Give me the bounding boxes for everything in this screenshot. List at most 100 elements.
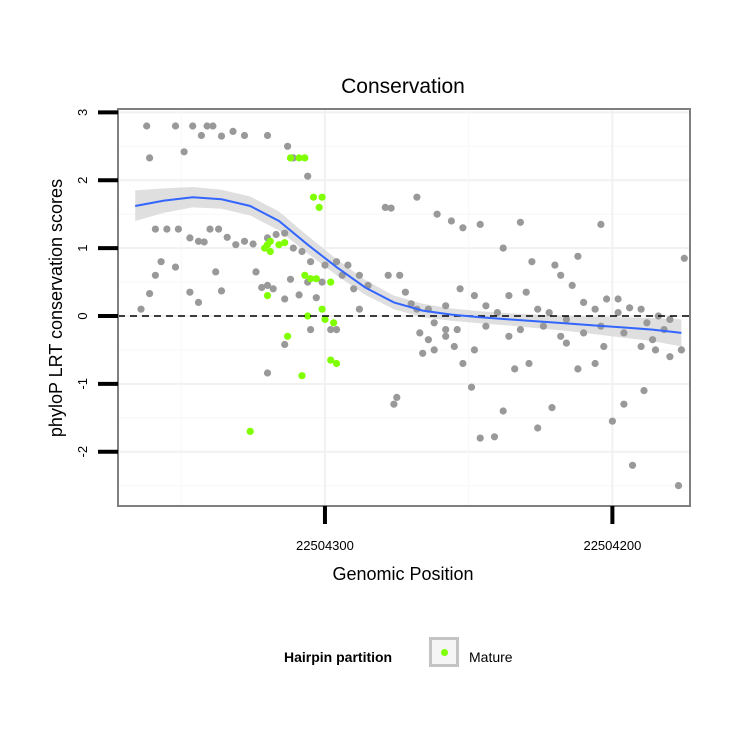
y-tick-label: 1 [75, 245, 90, 252]
data-point-other [649, 336, 657, 344]
x-axis-title: Genomic Position [332, 564, 473, 584]
data-point-other [284, 142, 292, 150]
data-point-other [419, 349, 427, 357]
data-point-other [194, 298, 203, 306]
data-point-other [203, 122, 211, 130]
data-point-mature [295, 154, 303, 162]
data-point-other [476, 434, 484, 442]
data-point-other [393, 393, 401, 401]
data-point-other [430, 346, 438, 354]
data-point-other [217, 132, 226, 140]
data-point-other [289, 244, 297, 252]
data-point-mature [327, 278, 335, 286]
data-point-mature [309, 193, 318, 201]
data-point-other [355, 271, 363, 279]
data-point-other [327, 326, 335, 334]
data-point-other [534, 424, 542, 432]
data-point-other [442, 332, 450, 340]
data-point-other [450, 342, 458, 351]
data-point-other [186, 234, 194, 242]
confidence-band [135, 187, 682, 347]
data-point-other [651, 346, 660, 354]
data-point-other [215, 225, 223, 233]
data-point-other [240, 237, 249, 245]
data-point-mature [263, 292, 272, 300]
data-point-other [180, 148, 188, 156]
data-point-other [539, 322, 548, 330]
data-point-other [482, 302, 490, 310]
x-tick-label: 22504200 [583, 538, 641, 553]
data-point-other [396, 271, 404, 279]
y-tick-label: -2 [75, 446, 90, 458]
data-point-other [551, 261, 559, 269]
data-point-other [666, 315, 674, 323]
y-axis-title: phyloP LRT conservation scores [46, 179, 66, 437]
data-point-other [499, 244, 507, 252]
data-point-mature [298, 372, 306, 380]
y-tick-label: 0 [75, 312, 90, 319]
data-point-other [493, 309, 501, 317]
data-point-other [401, 288, 409, 296]
data-point-other [298, 247, 306, 256]
data-point-other [157, 258, 165, 266]
data-point-other [562, 315, 571, 323]
data-point-mature [318, 305, 326, 313]
data-point-other [522, 288, 530, 296]
data-point-other [286, 275, 295, 283]
x-tick-label: 22504300 [296, 538, 354, 553]
data-point-other [674, 482, 683, 490]
data-point-other [666, 353, 674, 361]
data-point-other [212, 268, 220, 276]
data-point-other [387, 204, 395, 212]
data-point-other [505, 292, 513, 300]
data-point-mature [246, 427, 254, 435]
data-point-other [470, 346, 478, 354]
data-point-other [171, 263, 180, 271]
data-point-other [534, 305, 542, 313]
data-point-other [146, 290, 154, 298]
data-point-other [295, 291, 303, 299]
data-point-other [318, 278, 326, 286]
data-point-other [232, 241, 240, 249]
data-point-mature [330, 319, 338, 327]
data-point-mature [275, 241, 283, 249]
data-point-other [332, 258, 341, 266]
data-point-other [640, 387, 648, 395]
data-point-other [384, 271, 392, 279]
data-point-other [381, 203, 389, 211]
data-point-other [499, 407, 507, 415]
data-point-other [321, 261, 329, 269]
data-point-other [194, 237, 203, 245]
chart-title: Conservation [341, 75, 465, 98]
data-point-mature [284, 332, 292, 340]
data-point-other [355, 305, 363, 313]
data-point-other [603, 295, 611, 303]
data-point-other [490, 433, 499, 441]
data-point-other [626, 304, 634, 312]
data-point-other [456, 285, 464, 293]
data-point-other [137, 305, 145, 313]
data-point-other [281, 340, 289, 349]
data-point-other [312, 294, 320, 302]
data-point-other [269, 285, 277, 293]
plot-area: 3 2 1 0 -1 -2 22504300 22504200 [75, 108, 691, 553]
data-point-other [413, 193, 421, 201]
data-point-other [620, 329, 628, 337]
data-point-other [482, 322, 490, 330]
data-point-other [557, 271, 565, 279]
data-point-other [189, 122, 197, 130]
data-point-other [304, 172, 312, 180]
data-point-other [459, 224, 467, 232]
data-point-other [453, 326, 461, 334]
data-point-other [430, 319, 438, 327]
data-point-other [344, 261, 352, 269]
data-point-mature [301, 271, 309, 279]
data-point-other [258, 283, 266, 292]
data-point-other [447, 217, 455, 225]
legend-title: Hairpin partition [284, 649, 393, 665]
legend: Hairpin partition Mature [0, 635, 750, 679]
data-point-other [591, 359, 599, 368]
trend-line [135, 196, 682, 334]
data-point-other [200, 238, 208, 246]
